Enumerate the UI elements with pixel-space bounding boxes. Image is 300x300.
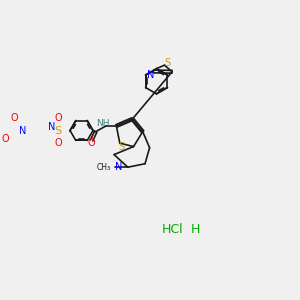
Text: O: O [1,134,9,144]
Text: O: O [54,138,62,148]
Text: S: S [164,58,170,68]
Text: O: O [87,138,95,148]
Text: S: S [118,142,124,152]
Text: N: N [147,70,154,80]
Text: N: N [19,125,27,136]
Text: O: O [54,113,62,123]
Text: O: O [11,113,18,123]
Text: H: H [191,223,200,236]
Text: NH: NH [97,119,110,128]
Text: S: S [54,125,61,136]
Text: N: N [48,122,55,132]
Text: N: N [116,162,123,172]
Text: HCl: HCl [162,223,183,236]
Text: CH₃: CH₃ [96,163,110,172]
